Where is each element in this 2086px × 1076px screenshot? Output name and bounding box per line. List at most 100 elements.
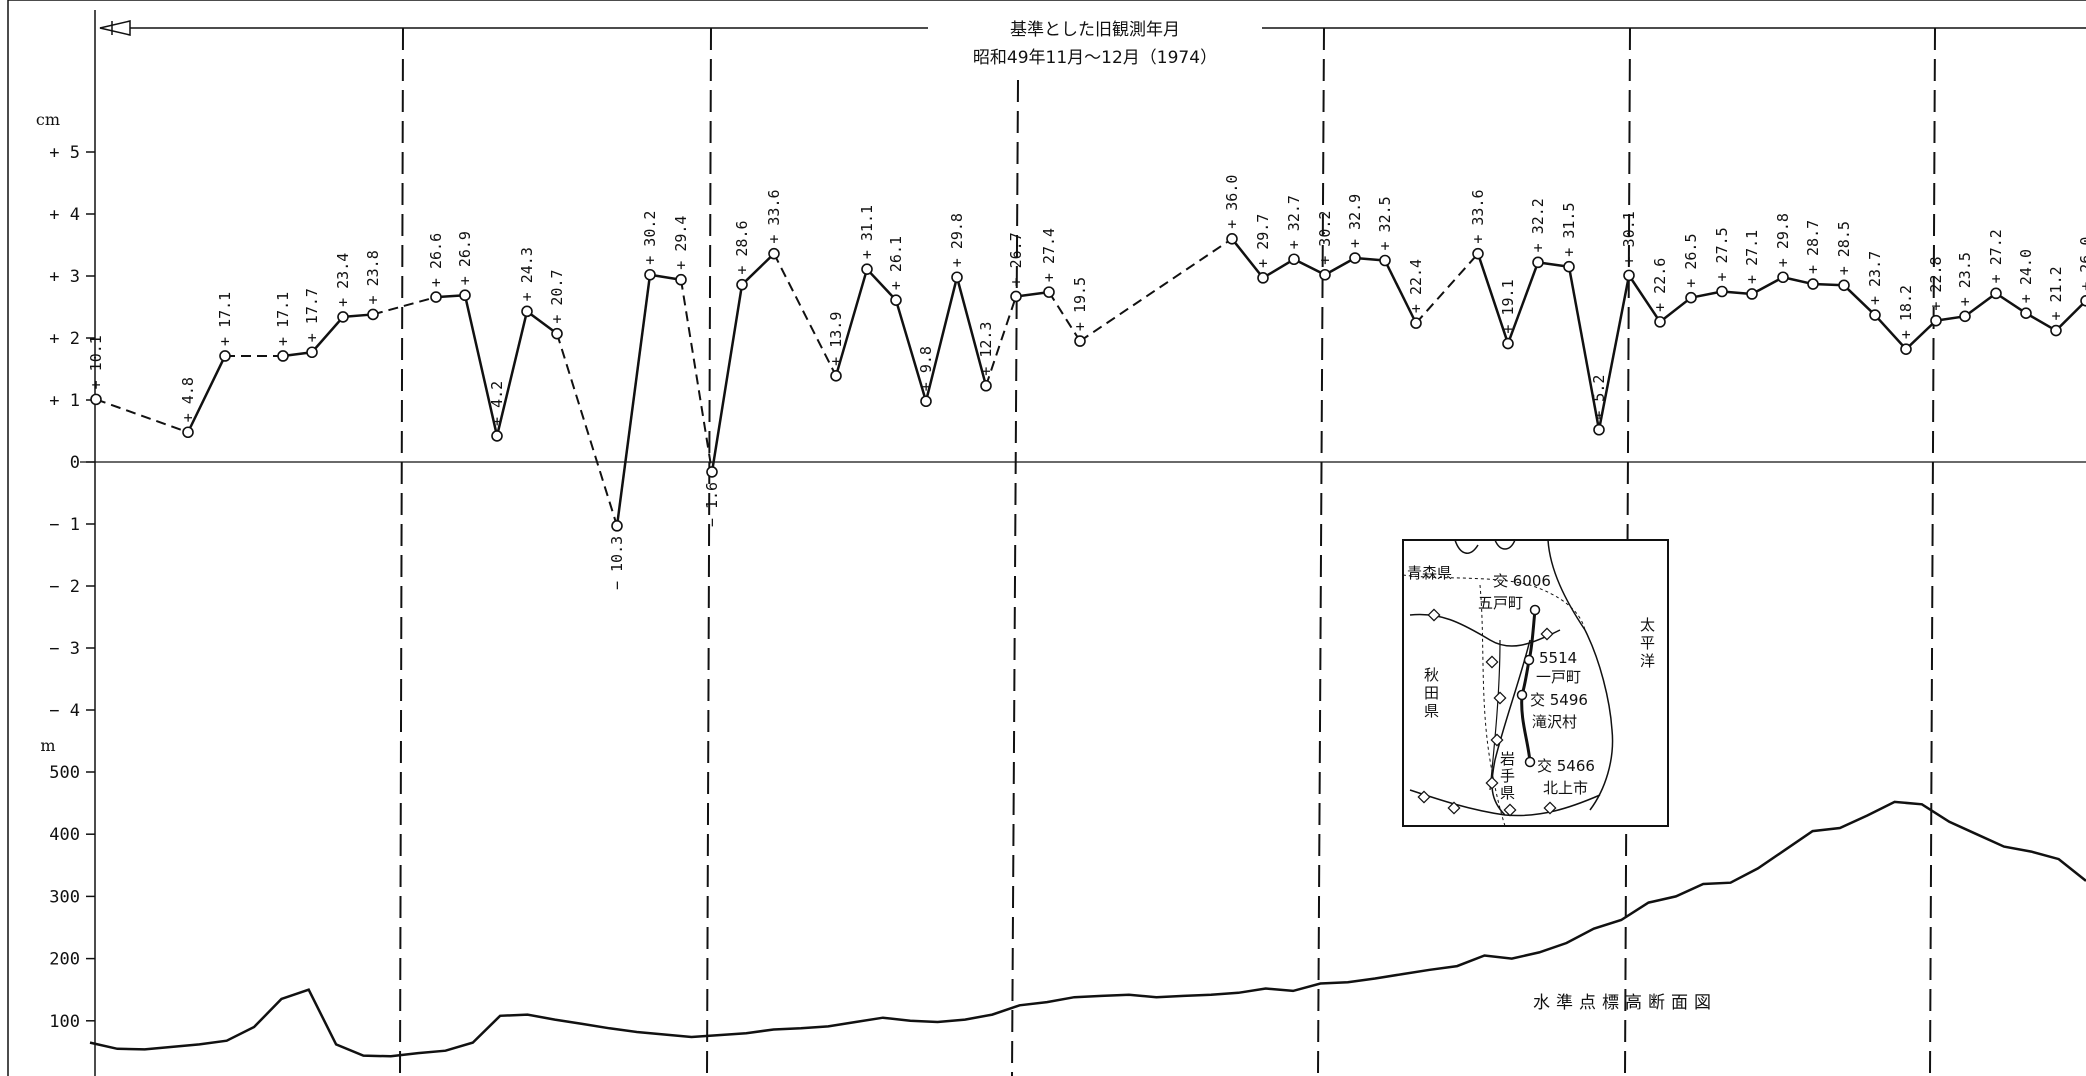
data-label: + 22.6 [1651,258,1669,312]
map-label-kitakami: 北上市 [1543,779,1588,797]
data-label: + 26.6 [427,233,445,287]
cm-tick-label: + 3 [49,267,80,287]
data-point [220,351,230,361]
data-label: + 30.2 [641,211,659,265]
data-point [1747,289,1757,299]
cm-tick-label: + 4 [49,205,80,225]
map-label-bm-5496: 交 5496 [1530,691,1588,709]
data-point [645,270,655,280]
data-label: + 28.7 [1804,220,1822,274]
section-divider [1012,80,1018,1076]
data-point [1960,311,1970,321]
cm-tick-label: − 4 [49,701,80,721]
data-point [552,329,562,339]
cm-tick-label: − 3 [49,639,80,659]
data-label: + 10.1 [87,335,105,389]
data-point [921,396,931,406]
data-label: + 26.1 [887,236,905,290]
data-label: + 20.7 [548,269,566,323]
data-point [1380,256,1390,266]
benchmark-marker [1531,606,1540,615]
data-point [1503,339,1513,349]
cm-tick-label: + 1 [49,391,80,411]
m-tick-label: 400 [49,825,80,845]
data-point [1533,257,1543,267]
data-point [1686,293,1696,303]
data-label: + 22.8 [1927,256,1945,310]
data-label: + 17.7 [303,288,321,342]
map-label-pacific-1: 太 [1640,616,1655,634]
data-label: + 23.4 [334,253,352,307]
data-point [431,292,441,302]
series-segment [96,399,188,432]
data-point [1258,273,1268,283]
series-segment [681,280,712,472]
data-point [492,431,502,441]
data-label: + 4.2 [488,381,506,426]
data-point [891,295,901,305]
data-point [676,275,686,285]
data-point [460,290,470,300]
data-label: + 30.2 [1316,211,1334,265]
map-label-pacific-2: 平 [1640,634,1655,652]
data-label: + 4.8 [179,377,197,422]
data-label: + 18.2 [1897,285,1915,339]
m-tick-label: 200 [49,950,80,970]
data-label: + 26.7 [1007,232,1025,286]
data-label: + 12.3 [977,322,995,376]
map-label-iwate-3: 県 [1500,784,1515,802]
data-label: + 27.4 [1040,228,1058,282]
cm-tick-label: + 5 [49,143,80,163]
data-point [1011,291,1021,301]
data-label: + 13.9 [827,312,845,366]
cm-tick-label: − 2 [49,577,80,597]
data-label: + 17.1 [274,292,292,346]
data-point [522,306,532,316]
map-label-aomori: 青森県 [1407,564,1452,582]
section-dividers [400,28,1935,1076]
data-point [1870,310,1880,320]
data-point [952,272,962,282]
data-point [1839,280,1849,290]
data-label: + 23.5 [1956,252,1974,306]
data-label: + 21.2 [2047,266,2065,320]
data-point [981,381,991,391]
data-label: + 23.7 [1866,251,1884,305]
series-segment [1080,239,1232,341]
m-tick-label: 500 [49,763,80,783]
data-label: + 26.0 [2077,237,2086,291]
data-label: + 28.5 [1835,221,1853,275]
displacement-series: + 10.1+ 4.8+ 17.1 + 17.1 + 17.7+ 23.4 + 23.… [87,175,2086,590]
cm-tick-label: − 1 [49,515,80,535]
data-label: + 32.9 [1346,194,1364,248]
data-label: + 29.8 [948,213,966,267]
data-point [2021,308,2031,318]
data-point [1717,287,1727,297]
data-point [307,347,317,357]
benchmark-marker [1526,758,1535,767]
section-divider [400,28,403,1076]
series-segment [373,297,436,314]
data-point [1808,279,1818,289]
series-segment [1416,254,1478,323]
data-point [737,280,747,290]
map-label-akita-1: 秋 [1424,666,1439,684]
data-point [1075,336,1085,346]
data-point [862,264,872,274]
map-label-akita-2: 田 [1424,684,1439,702]
data-point [1778,272,1788,282]
reference-title: 基準とした旧観測年月 [1010,20,1180,40]
data-label: + 9.8 [917,346,935,391]
section-divider [707,28,711,1076]
data-label: + 33.6 [1469,189,1487,243]
data-label: + 26.9 [456,231,474,285]
benchmark-marker [1518,691,1527,700]
m-tick-label: 100 [49,1012,80,1032]
data-label: + 29.7 [1254,214,1272,268]
data-label: + 29.4 [672,216,690,270]
data-label: + 32.5 [1376,196,1394,250]
data-label: + 31.5 [1560,203,1578,257]
data-point [1289,254,1299,264]
data-point [338,312,348,322]
data-label: + 24.3 [518,247,536,301]
